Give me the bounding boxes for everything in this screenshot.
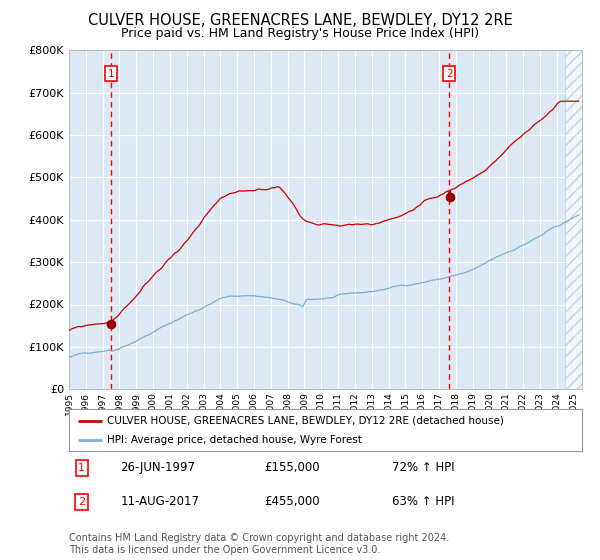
Text: £155,000: £155,000 [264, 461, 320, 474]
Text: £455,000: £455,000 [264, 496, 320, 508]
Text: 2: 2 [446, 69, 452, 79]
Text: Contains HM Land Registry data © Crown copyright and database right 2024.
This d: Contains HM Land Registry data © Crown c… [69, 533, 449, 555]
Text: 72% ↑ HPI: 72% ↑ HPI [392, 461, 455, 474]
Text: 1: 1 [79, 463, 85, 473]
Text: HPI: Average price, detached house, Wyre Forest: HPI: Average price, detached house, Wyre… [107, 435, 362, 445]
Text: 26-JUN-1997: 26-JUN-1997 [121, 461, 196, 474]
Text: Price paid vs. HM Land Registry's House Price Index (HPI): Price paid vs. HM Land Registry's House … [121, 27, 479, 40]
Bar [565, 50, 599, 389]
Text: 1: 1 [107, 69, 114, 79]
Text: 2: 2 [78, 497, 85, 507]
Text: CULVER HOUSE, GREENACRES LANE, BEWDLEY, DY12 2RE (detached house): CULVER HOUSE, GREENACRES LANE, BEWDLEY, … [107, 416, 505, 426]
Text: 63% ↑ HPI: 63% ↑ HPI [392, 496, 455, 508]
Text: 11-AUG-2017: 11-AUG-2017 [121, 496, 199, 508]
Text: CULVER HOUSE, GREENACRES LANE, BEWDLEY, DY12 2RE: CULVER HOUSE, GREENACRES LANE, BEWDLEY, … [88, 13, 512, 28]
